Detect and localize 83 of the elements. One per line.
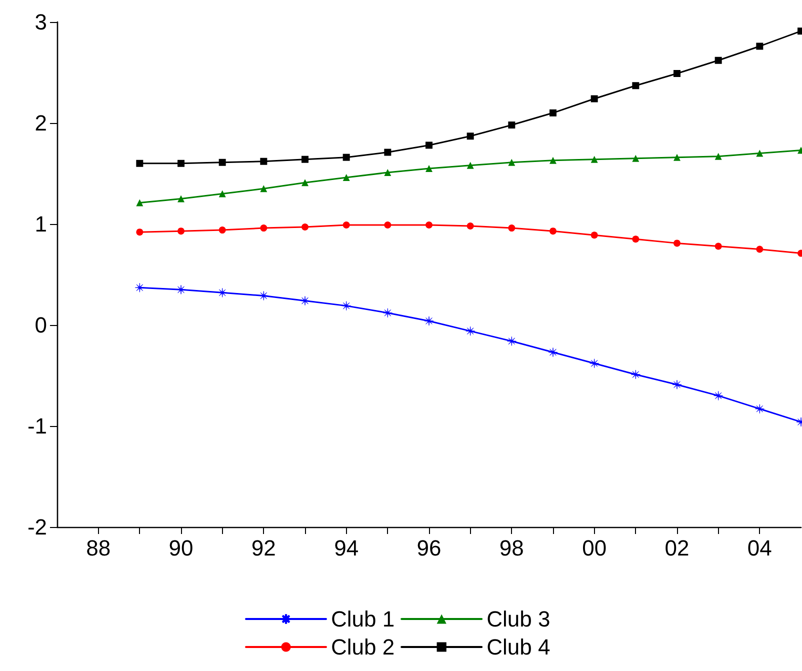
point <box>714 242 722 250</box>
point <box>178 228 184 235</box>
point <box>632 82 640 90</box>
point <box>674 154 680 161</box>
point <box>178 195 184 202</box>
point <box>260 158 268 165</box>
x-tick-label: 94 <box>334 536 359 560</box>
point <box>506 336 516 346</box>
point <box>550 228 556 235</box>
point <box>756 150 764 157</box>
point <box>258 291 268 300</box>
point <box>302 156 308 163</box>
x-tick-label: 90 <box>168 536 194 560</box>
x-tick-label: 88 <box>86 536 111 560</box>
point <box>134 282 144 292</box>
x-tick-label: 04 <box>747 536 772 560</box>
point <box>426 222 432 229</box>
legend-label: Club 2 <box>331 634 395 660</box>
point <box>218 288 228 298</box>
point <box>218 226 226 234</box>
point <box>630 370 640 380</box>
point <box>672 380 682 390</box>
x-tick-label: 00 <box>582 536 607 560</box>
point <box>674 70 680 78</box>
x-tick-label: 98 <box>499 536 524 560</box>
point <box>384 148 392 156</box>
point <box>548 348 558 357</box>
point <box>590 232 598 239</box>
point <box>508 122 516 129</box>
point <box>342 222 350 229</box>
x-tick-label: 96 <box>416 536 442 560</box>
point <box>302 224 308 231</box>
point <box>714 152 722 160</box>
point <box>714 391 724 400</box>
point <box>508 158 516 166</box>
point <box>466 326 476 336</box>
point <box>674 240 680 247</box>
point <box>754 404 764 414</box>
point <box>260 224 268 232</box>
y-tick-label: 3 <box>34 10 47 34</box>
point <box>218 158 226 166</box>
point <box>302 179 308 186</box>
y-tick-label: 0 <box>34 312 47 338</box>
point <box>714 56 722 64</box>
legend-label: Club 1 <box>331 606 395 632</box>
point <box>218 190 226 198</box>
point <box>136 228 144 236</box>
point <box>176 284 186 294</box>
point <box>756 246 764 253</box>
x-tick-label: 92 <box>251 536 276 560</box>
x-tick-label: 02 <box>664 536 690 560</box>
point <box>632 154 640 162</box>
point <box>590 95 598 102</box>
point <box>550 109 556 116</box>
legend-label: Club 3 <box>486 606 550 632</box>
point <box>342 301 352 311</box>
point <box>384 168 392 176</box>
point <box>136 199 144 206</box>
point <box>426 142 432 149</box>
point <box>260 185 268 192</box>
legend-label: Club 4 <box>486 634 550 660</box>
point <box>426 164 432 172</box>
point <box>466 162 474 169</box>
point <box>300 296 310 306</box>
point <box>632 236 640 243</box>
point <box>136 160 144 167</box>
point <box>550 156 556 164</box>
y-tick-label: 1 <box>34 212 47 236</box>
point <box>342 154 350 161</box>
point <box>178 160 184 167</box>
point <box>424 316 434 326</box>
point <box>590 156 598 163</box>
y-tick-label: -1 <box>27 414 47 438</box>
point <box>466 132 474 140</box>
point <box>508 224 516 232</box>
point <box>382 308 392 318</box>
y-tick-label: -2 <box>27 514 47 540</box>
y-tick-label: 2 <box>34 110 47 136</box>
point <box>342 174 350 182</box>
point <box>756 42 764 50</box>
point <box>384 222 392 229</box>
point <box>590 358 600 368</box>
point <box>466 222 474 230</box>
